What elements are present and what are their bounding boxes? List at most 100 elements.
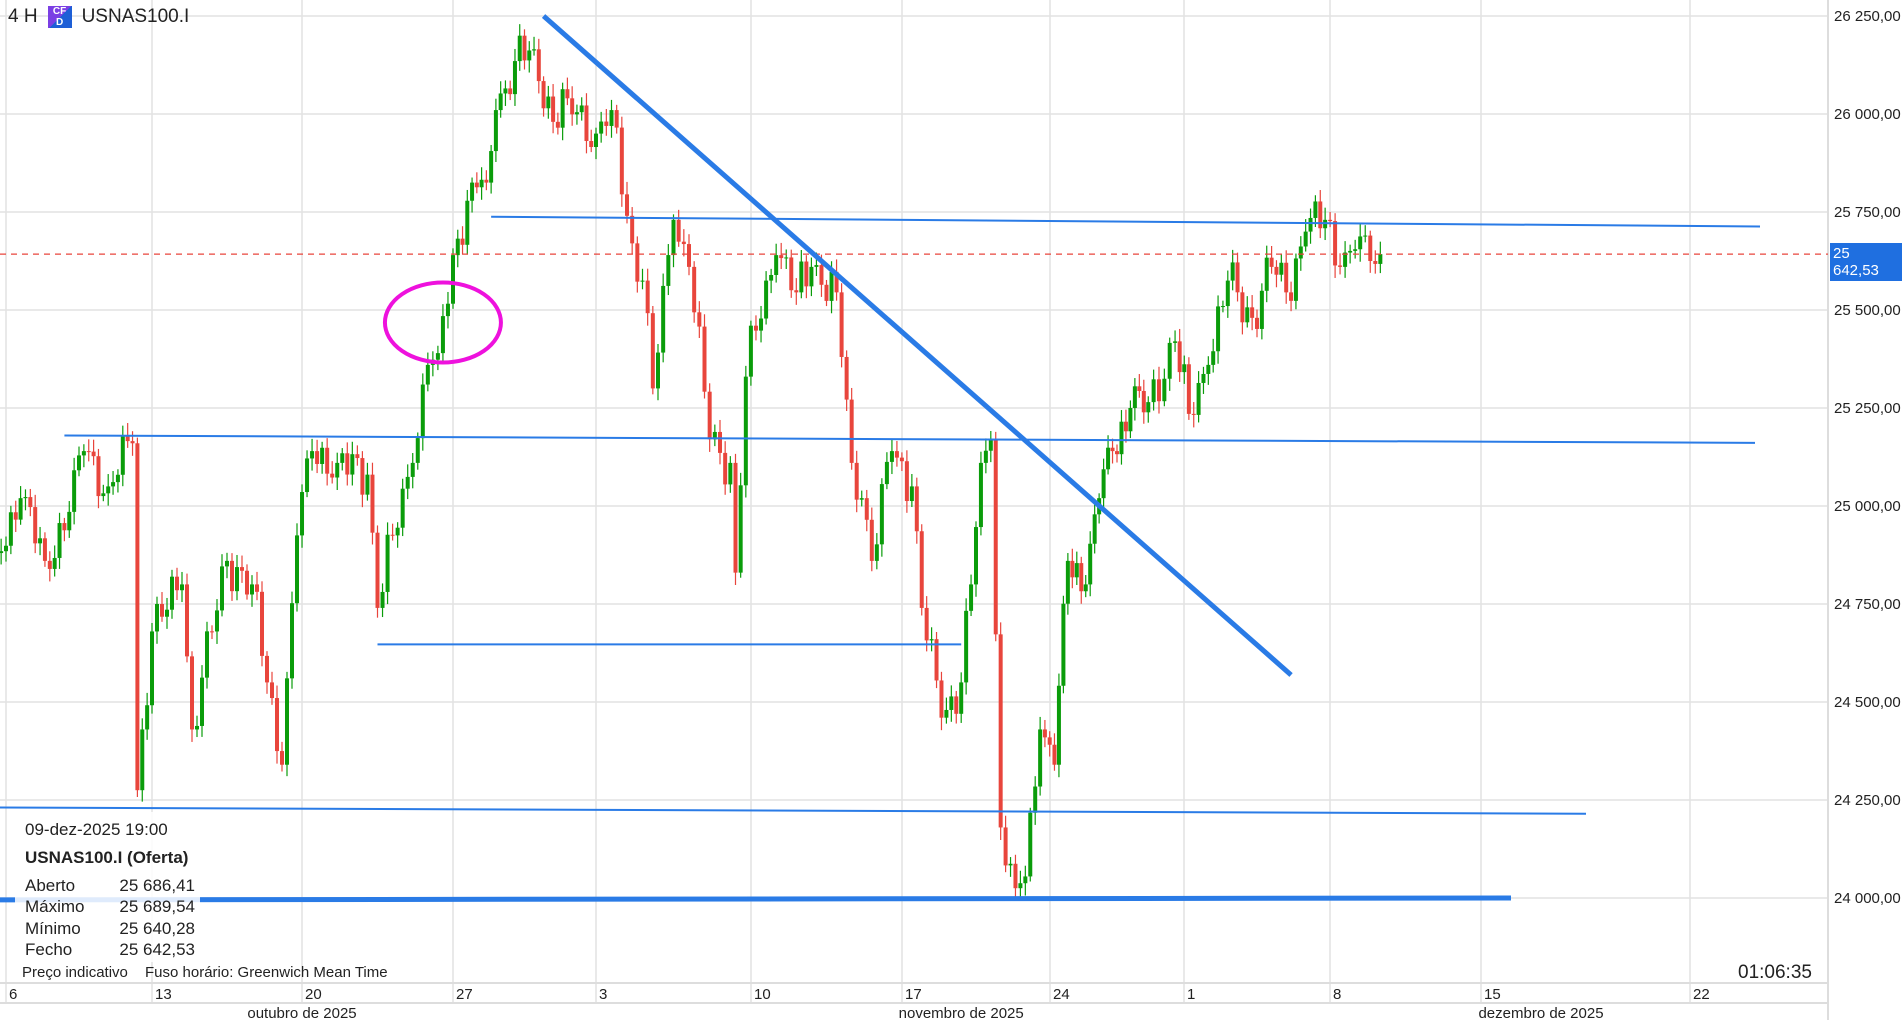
candle-down bbox=[185, 584, 189, 657]
symbol-label[interactable]: USNAS100.I bbox=[81, 6, 190, 27]
trendline-drawing bbox=[0, 806, 1587, 815]
candle-down bbox=[245, 570, 249, 595]
candle-up bbox=[170, 576, 174, 610]
candle-down bbox=[834, 271, 839, 293]
y-tick-label: 25 750,00 bbox=[1834, 204, 1901, 221]
info-label: Aberto bbox=[25, 876, 76, 895]
candle-up bbox=[527, 50, 532, 61]
info-row-close: Fecho 25 642,53 bbox=[25, 940, 195, 960]
candle-up bbox=[52, 557, 57, 569]
x-tick-label: 22 bbox=[1693, 986, 1710, 1003]
candle-down bbox=[570, 98, 575, 115]
candle-down bbox=[687, 244, 691, 267]
info-row-low: Mínimo 25 640,28 bbox=[25, 919, 195, 939]
candle-up bbox=[145, 705, 150, 730]
candle-up bbox=[661, 285, 666, 353]
candle-up bbox=[405, 476, 410, 489]
candle-up bbox=[8, 512, 13, 546]
candle-up bbox=[1018, 883, 1023, 889]
candle-up bbox=[1056, 685, 1061, 765]
candle-up bbox=[1106, 447, 1111, 470]
candle-up bbox=[964, 610, 969, 683]
candle-down bbox=[1333, 221, 1338, 266]
x-tick-label: 15 bbox=[1484, 986, 1501, 1003]
candle-down bbox=[240, 567, 244, 571]
candle-up bbox=[1196, 382, 1201, 415]
candle-up bbox=[599, 121, 604, 134]
y-tick-label: 24 750,00 bbox=[1834, 596, 1901, 613]
candle-down bbox=[360, 458, 365, 495]
info-row-open: Aberto 25 686,41 bbox=[25, 876, 195, 896]
candle-down bbox=[1079, 563, 1084, 592]
candle-up bbox=[666, 255, 671, 286]
candle-down bbox=[723, 452, 728, 485]
candle-down bbox=[190, 656, 194, 730]
candle-down bbox=[1052, 744, 1057, 765]
candle-up bbox=[120, 435, 125, 475]
candle-down bbox=[345, 453, 350, 475]
candle-up bbox=[1033, 786, 1038, 813]
candle-down bbox=[355, 454, 360, 459]
candle-down bbox=[1274, 266, 1279, 275]
candle-up bbox=[503, 88, 508, 94]
candle-up bbox=[978, 462, 983, 528]
candle-down bbox=[954, 696, 959, 714]
candle-down bbox=[1141, 390, 1146, 413]
candle-up bbox=[1259, 290, 1264, 329]
candle-down bbox=[854, 462, 859, 500]
info-label: Fecho bbox=[25, 940, 73, 959]
candle-up bbox=[1353, 249, 1358, 251]
candle-down bbox=[275, 698, 279, 752]
candle-down bbox=[864, 498, 869, 520]
x-tick-label: 13 bbox=[155, 986, 172, 1003]
candle-down bbox=[315, 451, 320, 464]
ellipse-drawing bbox=[382, 280, 503, 365]
candle-down bbox=[692, 266, 697, 313]
candle-up bbox=[1358, 236, 1363, 250]
candle-down bbox=[230, 560, 234, 592]
x-tick-label: 10 bbox=[754, 986, 771, 1003]
candle-up bbox=[814, 265, 819, 267]
candle-up bbox=[1065, 560, 1070, 604]
candle-up bbox=[969, 584, 974, 611]
candle-down bbox=[551, 96, 556, 122]
candle-down bbox=[899, 457, 904, 462]
candle-up bbox=[435, 353, 440, 360]
candle-down bbox=[1368, 235, 1373, 261]
candle-up bbox=[225, 560, 229, 567]
candle-down bbox=[1240, 292, 1245, 323]
candle-up bbox=[155, 603, 159, 632]
candle-down bbox=[47, 560, 52, 569]
candle-up bbox=[140, 729, 145, 791]
candle-down bbox=[1255, 317, 1259, 329]
candle-up bbox=[106, 486, 111, 494]
candle-up bbox=[1313, 201, 1318, 218]
candle-up bbox=[1088, 543, 1093, 585]
candle-down bbox=[894, 451, 899, 458]
candle-up bbox=[1216, 306, 1221, 352]
interval-label[interactable]: 4 H bbox=[8, 6, 38, 27]
candle-down bbox=[919, 531, 924, 608]
candle-up bbox=[498, 93, 503, 111]
candle-up bbox=[1146, 402, 1151, 413]
candle-up bbox=[1028, 812, 1033, 877]
candle-up bbox=[983, 450, 988, 463]
candle-up bbox=[420, 384, 425, 439]
candle-down bbox=[718, 431, 722, 453]
candle-up bbox=[445, 303, 450, 317]
candle-up bbox=[1128, 408, 1133, 432]
candle-up bbox=[1343, 252, 1348, 267]
candle-up bbox=[671, 219, 676, 256]
candle-down bbox=[1235, 262, 1240, 293]
candle-up bbox=[470, 182, 475, 201]
candle-down bbox=[1250, 307, 1255, 318]
candle-up bbox=[829, 271, 834, 301]
candle-up bbox=[1303, 231, 1308, 247]
candle-up bbox=[728, 462, 733, 485]
candle-down bbox=[733, 462, 738, 573]
candle-up bbox=[859, 498, 864, 500]
info-row-high: Máximo 25 689,54 bbox=[25, 897, 195, 917]
candle-up bbox=[546, 96, 551, 109]
candle-up bbox=[195, 725, 199, 730]
